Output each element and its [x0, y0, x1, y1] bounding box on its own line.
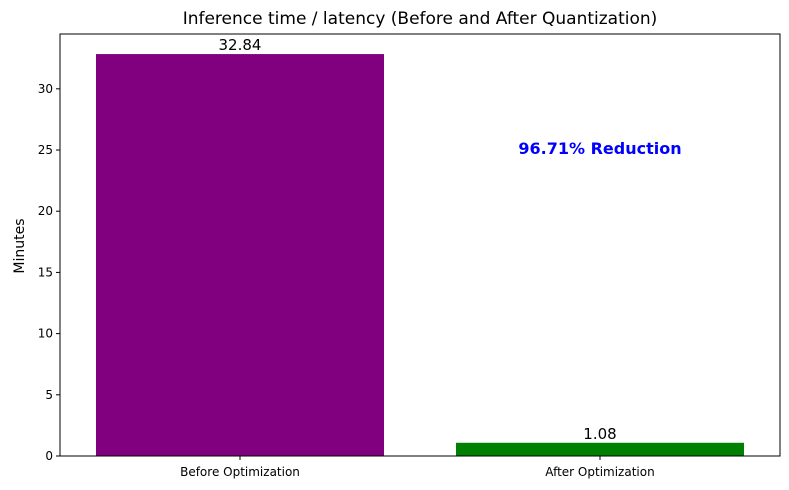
bar-value-label: 32.84 [219, 36, 262, 54]
y-tick-label: 5 [45, 388, 53, 402]
y-tick-label: 20 [38, 204, 53, 218]
y-tick-label: 0 [45, 449, 53, 463]
x-tick-label: Before Optimization [180, 465, 300, 479]
bar-0 [96, 54, 384, 456]
y-tick-label: 15 [38, 265, 53, 279]
y-tick-label: 10 [38, 327, 53, 341]
x-tick-label: After Optimization [545, 465, 654, 479]
y-axis-label: Minutes [12, 218, 28, 273]
y-tick-label: 25 [38, 143, 53, 157]
reduction-annotation: 96.71% Reduction [518, 139, 681, 158]
bar-value-label: 1.08 [583, 425, 616, 443]
bar-1 [456, 442, 744, 456]
y-tick-label: 30 [38, 82, 53, 96]
plot-area: 0 5 10 15 20 25 30 32.84 Before Optimization 1.08… [38, 36, 744, 479]
plot-frame [59, 33, 781, 457]
chart-title: Inference time / latency (Before and Aft… [183, 9, 658, 29]
